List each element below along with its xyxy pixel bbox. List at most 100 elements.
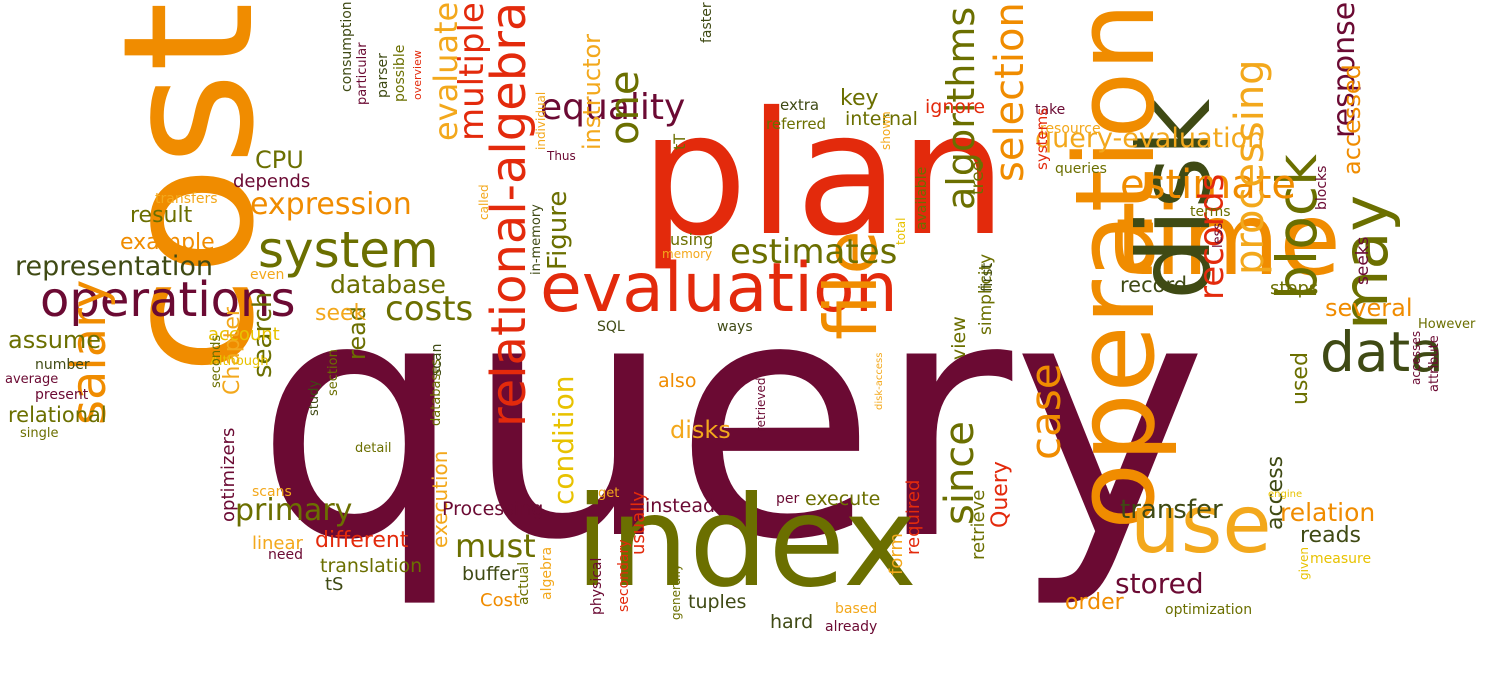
word-costs: costs: [385, 289, 474, 329]
word-example: example: [120, 230, 215, 255]
word-detail: detail: [355, 441, 392, 456]
word-relational: relational: [8, 403, 107, 427]
word-need: need: [268, 547, 303, 563]
word-record: record: [1120, 273, 1188, 297]
word-reads: reads: [1300, 523, 1362, 548]
word-hard: hard: [770, 611, 814, 633]
word-depends: depends: [233, 171, 311, 192]
word-retrieved: retrieved: [754, 377, 768, 432]
word-database: database: [330, 270, 446, 299]
word-study: study: [307, 379, 322, 416]
word-accesses: accesses: [1409, 330, 1423, 385]
word-referred: referred: [766, 115, 827, 133]
word-also: also: [658, 370, 697, 392]
word-using: using: [670, 230, 714, 249]
word-sql: SQL: [597, 319, 625, 335]
word-evaluate: evaluate: [427, 2, 465, 142]
word-required: required: [903, 479, 924, 555]
word-condition: condition: [547, 375, 580, 505]
word-translation: translation: [320, 555, 423, 577]
word-attribute: attribute: [1427, 335, 1442, 392]
word-figure: Figure: [543, 190, 573, 270]
word-take: take: [1035, 102, 1066, 118]
word-case: case: [1021, 363, 1070, 460]
word-although: Although: [210, 354, 269, 369]
word-available: available: [914, 166, 930, 230]
word-generally: generally: [669, 563, 683, 620]
word-get: get: [598, 486, 620, 501]
word-transfers: transfers: [155, 191, 218, 207]
word-steps: steps: [1270, 278, 1319, 299]
word-relational-algebra: relational-algebra: [481, 2, 537, 428]
word-disks: disks: [670, 416, 731, 444]
word-memory: memory: [662, 247, 713, 261]
word-blocks: blocks: [1314, 165, 1330, 210]
word-selection: selection: [987, 2, 1033, 182]
word-extra: extra: [780, 96, 820, 114]
word-index: index: [575, 470, 917, 615]
word-query: query: [255, 228, 1208, 612]
word-scan: scan: [429, 343, 445, 376]
word-operations: operations: [40, 272, 296, 328]
word-given: given: [1297, 546, 1311, 580]
word-overview: overview: [411, 50, 424, 100]
word-tree: tree: [968, 160, 988, 195]
word-particular: particular: [355, 42, 370, 105]
word-chapter: Chapter: [220, 307, 245, 395]
word-optimizers: optimizers: [218, 427, 239, 522]
word-used: used: [1288, 352, 1313, 405]
word-optimization: optimization: [1165, 602, 1253, 618]
word-first: first: [978, 262, 996, 292]
word-actual: actual: [516, 561, 532, 605]
word-different: different: [315, 528, 409, 553]
word-data: data: [1320, 320, 1444, 384]
word-shown: shown: [879, 111, 893, 150]
word-instructor: instructor: [578, 33, 606, 150]
word-account: account: [208, 324, 280, 345]
word-cpu: CPU: [255, 146, 304, 174]
word-based: based: [835, 601, 878, 617]
word-single: single: [20, 426, 59, 441]
word-seek: seek: [315, 301, 367, 326]
word-ts: tS: [325, 574, 344, 595]
word-algebra: algebra: [539, 546, 555, 600]
word-per: per: [776, 491, 800, 507]
word-parser: parser: [375, 53, 391, 98]
word-measure: measure: [1310, 551, 1372, 567]
word-present: present: [35, 387, 89, 403]
word-usually: usually: [628, 491, 649, 555]
word-secondary: secondary: [616, 539, 632, 612]
word-result: result: [130, 203, 193, 228]
word-equality: equality: [540, 87, 686, 128]
word-systems: systems: [1033, 107, 1051, 170]
word-already: already: [825, 619, 878, 635]
word-however: However: [1418, 317, 1476, 332]
word-query: Query: [988, 461, 1013, 528]
word-section: section: [326, 349, 341, 396]
word-time: time: [1115, 181, 1341, 298]
word-estimate: estimate: [1120, 162, 1297, 208]
word-number: number: [35, 357, 90, 373]
word-retrieve: retrieve: [968, 489, 989, 560]
word-resource: resource: [1040, 121, 1101, 137]
word-evaluation: evaluation: [540, 249, 898, 328]
word-linear: linear: [252, 533, 303, 554]
word-consumption: consumption: [339, 1, 355, 92]
word-average: average: [5, 372, 59, 387]
word-processing: processing: [1227, 59, 1273, 275]
word-expression: expression: [250, 187, 412, 222]
word-assume: assume: [8, 326, 102, 354]
word-must: must: [455, 527, 536, 565]
word-processing: Processing: [442, 498, 544, 520]
word-relation: relation: [1280, 498, 1376, 527]
word-seconds: seconds: [209, 334, 224, 388]
word-instead: instead: [645, 495, 716, 517]
word-scans: scans: [252, 484, 292, 500]
word-possible: possible: [392, 44, 408, 102]
word-cost: Cost: [480, 590, 521, 611]
word-total: total: [894, 217, 908, 245]
word-query-evaluation: query-evaluation: [1035, 123, 1265, 154]
word-key: key: [840, 86, 879, 111]
word-in-memory: in-memory: [529, 204, 544, 275]
